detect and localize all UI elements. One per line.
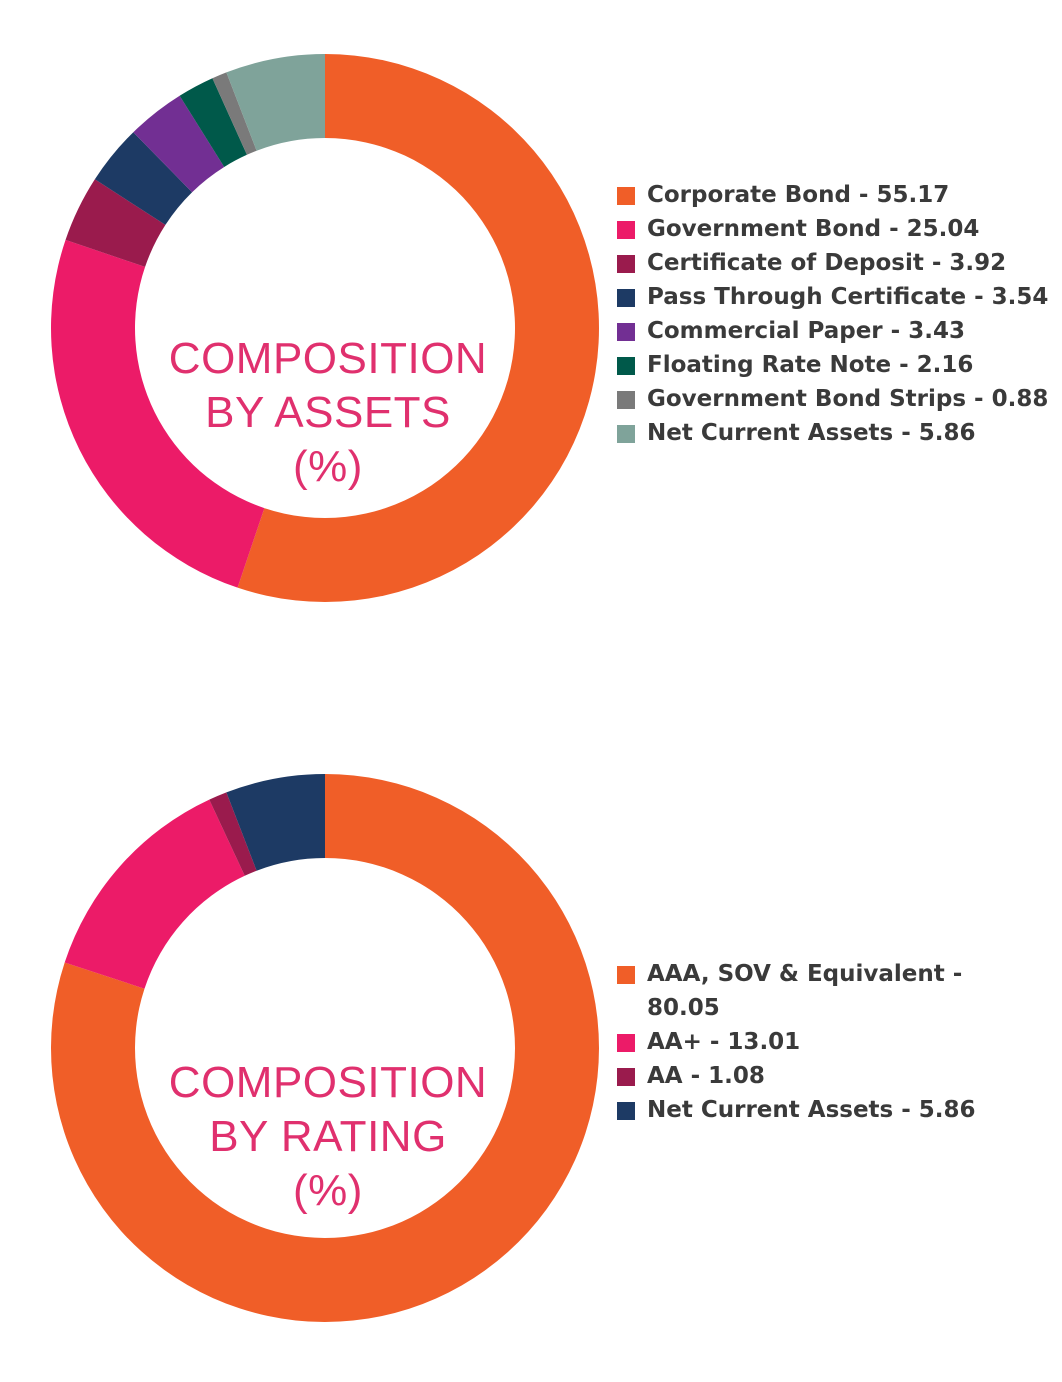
assets-slice-government-bond xyxy=(51,239,265,588)
rating-legend-label: AA - 1.08 xyxy=(647,1063,765,1089)
rating-legend-item-aa: AA - 1.08 xyxy=(617,1059,1047,1093)
assets-slice-certificate-of-deposit xyxy=(65,179,166,267)
assets-title-line-2: BY ASSETS xyxy=(205,388,451,437)
rating-legend-item-aa: AA+ - 13.01 xyxy=(617,1025,1047,1059)
assets-slice-floating-rate-note xyxy=(179,78,247,167)
rating-title-line-3: (%) xyxy=(293,1166,363,1215)
assets-chart-panel: COMPOSITION BY ASSETS (%) Corporate Bond… xyxy=(0,0,1062,660)
assets-legend-swatch xyxy=(617,187,635,205)
assets-donut-chart xyxy=(51,54,599,602)
assets-legend-label: Government Bond Strips - 0.88 xyxy=(647,386,1049,412)
rating-chart-title: COMPOSITION BY RATING (%) xyxy=(118,1056,538,1218)
rating-slice-aa xyxy=(64,799,245,989)
assets-legend-label: Government Bond - 25.04 xyxy=(647,216,980,242)
assets-legend-label: Corporate Bond - 55.17 xyxy=(647,182,950,208)
rating-donut-chart xyxy=(50,774,599,1322)
assets-legend-label: Certificate of Deposit - 3.92 xyxy=(647,250,1007,276)
assets-legend-swatch xyxy=(617,357,635,375)
rating-legend-swatch xyxy=(617,1102,635,1120)
assets-legend-swatch xyxy=(617,221,635,239)
assets-legend-swatch xyxy=(617,255,635,273)
assets-slice-net-current-assets xyxy=(226,54,325,151)
assets-chart-title: COMPOSITION BY ASSETS (%) xyxy=(118,332,538,494)
rating-legend-item-net-current-assets: Net Current Assets - 5.86 xyxy=(617,1093,1047,1127)
assets-legend-label: Net Current Assets - 5.86 xyxy=(647,420,976,446)
assets-legend-label: Floating Rate Note - 2.16 xyxy=(647,352,974,378)
rating-legend-item-aaa-sov-equivalent: AAA, SOV & Equivalent -80.05 xyxy=(617,957,1047,1025)
assets-legend-swatch xyxy=(617,425,635,443)
rating-legend-swatch xyxy=(617,1068,635,1086)
assets-legend-item-net-current-assets: Net Current Assets - 5.86 xyxy=(617,416,1047,450)
assets-slice-commercial-paper xyxy=(133,95,225,193)
rating-legend-swatch xyxy=(617,1034,635,1052)
rating-title-line-1: COMPOSITION xyxy=(168,1058,488,1107)
assets-legend-item-commercial-paper: Commercial Paper - 3.43 xyxy=(617,314,1047,348)
rating-legend-swatch xyxy=(617,966,635,984)
rating-legend-label: AAA, SOV & Equivalent -80.05 xyxy=(647,961,963,1021)
rating-slice-aa xyxy=(209,792,257,876)
rating-legend-label: AA+ - 13.01 xyxy=(647,1029,801,1055)
assets-title-line-3: (%) xyxy=(293,442,363,491)
rating-legend-label: Net Current Assets - 5.86 xyxy=(647,1097,976,1123)
rating-slice-net-current-assets xyxy=(226,774,325,871)
rating-chart-panel: COMPOSITION BY RATING (%) AAA, SOV & Equ… xyxy=(0,720,1062,1382)
assets-legend: Corporate Bond - 55.17 Government Bond - … xyxy=(617,178,1049,450)
assets-legend-swatch xyxy=(617,391,635,409)
assets-legend-item-certificate-of-deposit: Certificate of Deposit - 3.92 xyxy=(617,246,1047,280)
assets-legend-swatch xyxy=(617,323,635,341)
assets-title-line-1: COMPOSITION xyxy=(168,334,488,383)
assets-legend-item-pass-through-certificate: Pass Through Certificate - 3.54 xyxy=(617,280,1049,314)
assets-legend-item-government-bond-strips: Government Bond Strips - 0.88 xyxy=(617,382,1049,416)
assets-legend-item-floating-rate-note: Floating Rate Note - 2.16 xyxy=(617,348,1047,382)
rating-title-line-2: BY RATING xyxy=(209,1112,447,1161)
assets-legend-label: Commercial Paper - 3.43 xyxy=(647,318,965,344)
assets-legend-swatch xyxy=(617,289,635,307)
assets-legend-item-corporate-bond: Corporate Bond - 55.17 xyxy=(617,178,1047,212)
assets-slice-pass-through-certificate xyxy=(94,132,193,225)
assets-slice-corporate-bond xyxy=(237,54,599,602)
assets-legend-item-government-bond: Government Bond - 25.04 xyxy=(617,212,1047,246)
rating-legend: AAA, SOV & Equivalent -80.05 AA+ - 13.01 A… xyxy=(617,957,1047,1127)
assets-legend-label: Pass Through Certificate - 3.54 xyxy=(647,284,1049,310)
rating-slice-aaa-sov-equivalent xyxy=(50,774,599,1322)
assets-slice-government-bond-strips xyxy=(212,72,257,155)
